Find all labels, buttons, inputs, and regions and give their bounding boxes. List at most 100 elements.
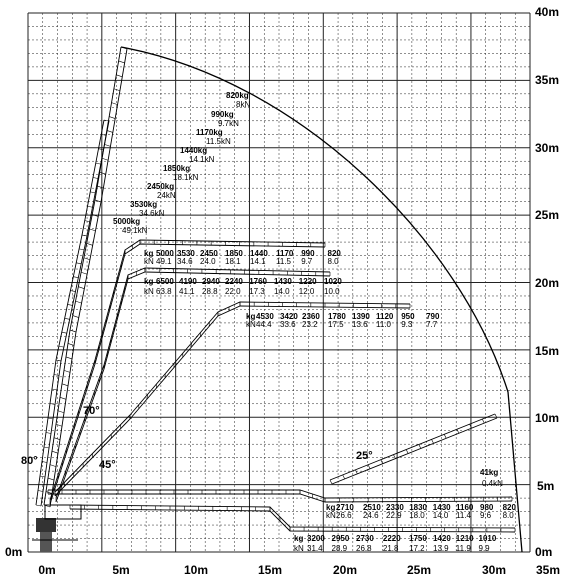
table-0b-kg-value: 1420 [433, 534, 451, 543]
table-70a-kg-value: 990 [301, 249, 315, 258]
tip-load-kn: 24kN [157, 191, 176, 200]
table-45-kg-value: 4530 [256, 312, 274, 321]
boom-brace [89, 228, 96, 232]
tip-load-kg: 3530kg [130, 200, 157, 209]
y-tick-40: 40m [535, 5, 559, 19]
table-45-kg-value: 950 [401, 312, 415, 321]
boom-brace [47, 477, 55, 481]
tip-load-25-kg: 41kg [480, 468, 498, 477]
table-70b-kn-value: 10.0 [324, 287, 340, 296]
boom-brace [51, 450, 59, 454]
boom-brace [64, 318, 70, 320]
boom-brace [47, 417, 54, 420]
boom-brace [73, 276, 79, 278]
x-tick-5: 5m [112, 563, 129, 577]
x-tick-10: 10m [184, 563, 208, 577]
boom-line [329, 413, 496, 481]
boom-brace [61, 383, 69, 387]
tip-load-kn: 34.6kN [139, 209, 165, 218]
boom-brace [109, 116, 116, 119]
table-70b-kg-value: 1430 [274, 277, 292, 286]
boom-brace [59, 397, 67, 400]
table-0b-kg-value: 3200 [307, 534, 325, 543]
table-70b-kn-value: 14.0 [274, 287, 290, 296]
boom-brace [97, 185, 104, 189]
table-0b-kg-value: 2220 [383, 534, 401, 543]
boom-brace [55, 423, 63, 427]
tip-load-25-kn: 0.4kN [482, 479, 503, 488]
boom-brace [367, 464, 371, 469]
table-45-kn-value: 44.4 [256, 320, 272, 329]
x-tick-15: 15m [258, 563, 282, 577]
crane-pedestal [36, 518, 56, 532]
boom-brace [83, 257, 90, 261]
table-70b-kn-value: 17.3 [249, 287, 265, 296]
y-tick-0-left: 0m [5, 545, 22, 559]
angle-45: 45° [99, 459, 116, 471]
boom-brace [69, 329, 77, 333]
table-0a-kg-value: 2330 [386, 503, 404, 512]
boom-brace [39, 475, 46, 478]
boom-brace [43, 446, 50, 449]
table-70a-kg-value: 5000 [156, 249, 174, 258]
tip-load-kn: 14.1kN [189, 155, 215, 164]
y-tick-20: 20m [535, 276, 559, 290]
boom-brace [49, 403, 56, 405]
boom-brace [75, 300, 82, 304]
boom-brace [103, 119, 110, 122]
table-70b-kg-value: 1220 [299, 277, 317, 286]
tip-load-kg: 820kg [226, 91, 249, 100]
boom-brace [79, 248, 85, 251]
boom-brace [355, 469, 358, 474]
boom-brace [94, 199, 102, 203]
y-tick-15: 15m [535, 344, 559, 358]
table-0b-kg-value: 1750 [409, 534, 427, 543]
table-70a-kn-value: 24.0 [200, 257, 216, 266]
table-0a-kg-value: 1160 [456, 503, 474, 512]
table-0a-unit-kg: kg [326, 503, 335, 512]
boom-brace [87, 205, 93, 208]
boom-brace [86, 243, 93, 246]
boom-positions [35, 46, 516, 533]
table-0a-kn-value: 26.6 [336, 511, 352, 520]
boom-brace [61, 331, 67, 334]
boom-brace [72, 315, 79, 318]
boom-brace [41, 461, 48, 463]
table-0b-kn-value: 26.8 [356, 544, 372, 553]
table-0a-kn-value: 9.6 [480, 511, 492, 520]
table-70a-kg-value: 1850 [225, 249, 243, 258]
table-0a-kn-value: 8.0 [503, 511, 515, 520]
boom-brace [53, 374, 60, 376]
boom-brace [393, 454, 396, 459]
angle-80: 80° [21, 455, 38, 467]
boom-brace [92, 177, 99, 179]
x-tick-0: 0m [38, 563, 55, 577]
table-45-kg-value: 2360 [302, 312, 320, 321]
table-0a-kn-value: 11.4 [456, 511, 472, 520]
boom-brace [405, 449, 409, 454]
y-tick-5: 5m [537, 479, 554, 493]
boom-brace [99, 171, 106, 175]
table-45-kn-value: 7.7 [426, 320, 438, 329]
boom-brace [113, 88, 121, 92]
boom-brace [101, 134, 107, 136]
table-0b-kn-value: 11.9 [456, 544, 472, 553]
tip-load-kn: 11.5kN [206, 137, 231, 146]
tip-load-kg: 1170kg [196, 128, 223, 137]
tip-load-kg: 990kg [211, 110, 234, 119]
table-0b-kn-value: 13.9 [433, 544, 449, 553]
table-0a-kn-value: 14.0 [433, 511, 449, 520]
boom-brace [431, 439, 434, 444]
table-70b-kg-value: 1760 [249, 277, 267, 286]
table-70a-kn-value: 49.1 [156, 257, 172, 266]
table-70a-kg-value: 820 [328, 249, 342, 258]
table-45-kg-value: 1120 [376, 312, 394, 321]
table-45-kn-value: 9.3 [401, 320, 413, 329]
boom-brace [482, 418, 485, 424]
boom-brace [418, 444, 422, 449]
table-70b-kg-value: 6500 [156, 277, 174, 286]
table-0a-kg-value: 820 [503, 503, 517, 512]
table-0b-kg-value: 1210 [456, 534, 474, 543]
crane-column [40, 532, 52, 552]
